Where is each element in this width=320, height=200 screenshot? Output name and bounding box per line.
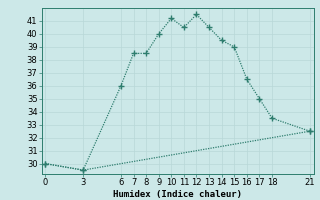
X-axis label: Humidex (Indice chaleur): Humidex (Indice chaleur) <box>113 190 242 199</box>
